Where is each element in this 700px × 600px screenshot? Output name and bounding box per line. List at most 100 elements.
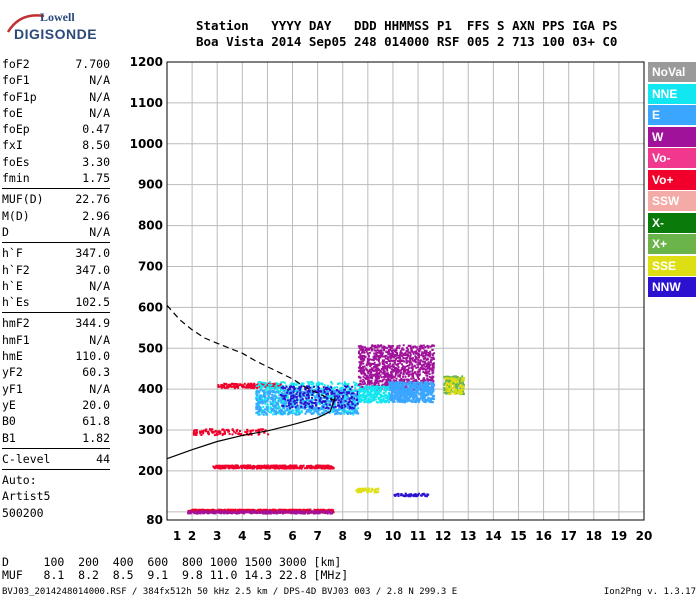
param-name: fxI — [2, 138, 23, 153]
y-tick-label: 900 — [138, 178, 163, 192]
param-name: hmF2 — [2, 316, 30, 331]
y-tick-label: 1200 — [130, 55, 163, 69]
x-tick-label: 18 — [585, 529, 602, 543]
x-tick-label: 13 — [460, 529, 477, 543]
param-name: M(D) — [2, 208, 30, 223]
param-value: 22.76 — [75, 192, 110, 207]
muf-curve — [166, 304, 336, 402]
x-tick-label: 8 — [339, 529, 347, 543]
scaled-parameters-panel: foF2 7.700 foF1 N/A foF1p N/A foE N/A foEp 0.47 fx… — [2, 56, 110, 521]
x-tick-label: 14 — [485, 529, 502, 543]
echo-points — [280, 385, 359, 410]
param-row: yF2 60.3 — [2, 364, 110, 380]
echo-cluster-es — [187, 510, 334, 515]
param-value: 60.3 — [82, 365, 110, 380]
echo-points — [388, 381, 436, 404]
legend-item: SSE — [648, 255, 696, 276]
param-value: 61.8 — [82, 414, 110, 429]
muf-table: D 100 200 400 600 800 1000 1500 3000 [km… — [2, 556, 348, 582]
param-row: B0 61.8 — [2, 413, 110, 429]
param-row: hmF1 N/A — [2, 332, 110, 348]
param-name: hmF1 — [2, 332, 30, 347]
legend-item: X+ — [648, 234, 696, 254]
station-header: Station YYYY DAY DDD HHMMSS P1 FFS S AXN… — [196, 18, 617, 50]
echo-points — [212, 464, 335, 470]
param-value: 110.0 — [75, 349, 110, 364]
param-name: foEp — [2, 122, 30, 137]
x-tick-label: 9 — [364, 529, 372, 543]
legend-item: SSW — [648, 191, 696, 211]
param-divider — [2, 188, 110, 190]
param-name: B1 — [2, 430, 16, 445]
auto-line: Auto: — [2, 473, 37, 488]
param-row: h`E N/A — [2, 278, 110, 294]
param-value: 102.5 — [75, 295, 110, 310]
digisonde-logo: Lowell DIGISONDE — [6, 8, 126, 48]
param-name: h`F2 — [2, 262, 30, 277]
x-tick-label: 12 — [435, 529, 452, 543]
param-value: N/A — [89, 224, 110, 239]
logo-line1: Lowell — [40, 10, 75, 24]
x-tick-label: 17 — [560, 529, 577, 543]
param-row: MUF(D) 22.76 — [2, 191, 110, 207]
param-value: 2.96 — [82, 208, 110, 223]
param-name: h`F — [2, 246, 23, 261]
file-info: BVJ03_2014248014000.RSF / 384fx512h 50 k… — [2, 587, 458, 597]
param-divider — [2, 312, 110, 314]
param-value: 8.50 — [82, 138, 110, 153]
muf-row: MUF 8.1 8.2 8.5 9.1 9.8 11.0 14.3 22.8 [… — [2, 568, 349, 582]
x-tick-label: 19 — [611, 529, 628, 543]
param-row: foF1 N/A — [2, 72, 110, 88]
x-tick-label: 20 — [636, 529, 653, 543]
echo-points — [393, 492, 430, 498]
echo-cluster-es4 — [393, 492, 430, 498]
param-row: D N/A — [2, 224, 110, 240]
param-value: N/A — [89, 278, 110, 293]
echo-cluster-f — [357, 385, 390, 404]
param-row: foF1p N/A — [2, 89, 110, 105]
param-value: 1.82 — [82, 430, 110, 445]
echo-cluster-f — [388, 381, 436, 404]
echo-points — [444, 377, 466, 396]
x-tick-label: 4 — [238, 529, 246, 543]
param-value: N/A — [89, 332, 110, 347]
echo-points — [357, 344, 436, 392]
param-value: N/A — [89, 381, 110, 396]
legend-item: NoVal — [648, 62, 696, 82]
x-tick-label: 1 — [173, 529, 181, 543]
legend-item: NNE — [648, 83, 696, 104]
x-tick-label: 6 — [288, 529, 296, 543]
param-name: MUF(D) — [2, 192, 44, 207]
y-tick-label: 800 — [138, 219, 163, 233]
param-value: N/A — [89, 105, 110, 120]
legend-item: Vo+ — [648, 169, 696, 190]
polarization-legend: NoVal NNE E W Vo- Vo+ SSW X- X+ SSE NNW — [648, 62, 696, 299]
param-row: h`F2 347.0 — [2, 262, 110, 278]
param-divider — [2, 242, 110, 244]
param-name: foEs — [2, 154, 30, 169]
x-tick-label: 2 — [188, 529, 196, 543]
legend-item: X- — [648, 212, 696, 233]
param-value: 20.0 — [82, 397, 110, 412]
param-value: N/A — [89, 73, 110, 88]
param-row: fxI 8.50 — [2, 137, 110, 153]
y-tick-label: 300 — [138, 423, 163, 437]
param-row: fmin 1.75 — [2, 170, 110, 186]
param-value: 7.700 — [75, 57, 110, 71]
x-tick-label: 10 — [385, 529, 402, 543]
param-value: 344.9 — [75, 316, 110, 331]
param-row: foE N/A — [2, 105, 110, 121]
logo-line2: DIGISONDE — [14, 26, 98, 42]
param-row: h`Es 102.5 — [2, 294, 110, 310]
auto-line: Artist5 — [2, 489, 51, 504]
param-name: yE — [2, 397, 16, 412]
plot-frame — [166, 61, 645, 521]
y-tick-label: 400 — [138, 382, 163, 396]
logo-swoosh-icon — [6, 14, 45, 33]
param-name: foE — [2, 105, 23, 120]
param-row: h`F 347.0 — [2, 245, 110, 261]
param-divider — [2, 447, 110, 449]
echo-points — [355, 487, 380, 494]
param-divider — [2, 469, 110, 471]
distance-row: D 100 200 400 600 800 1000 1500 3000 [km… — [2, 555, 342, 569]
